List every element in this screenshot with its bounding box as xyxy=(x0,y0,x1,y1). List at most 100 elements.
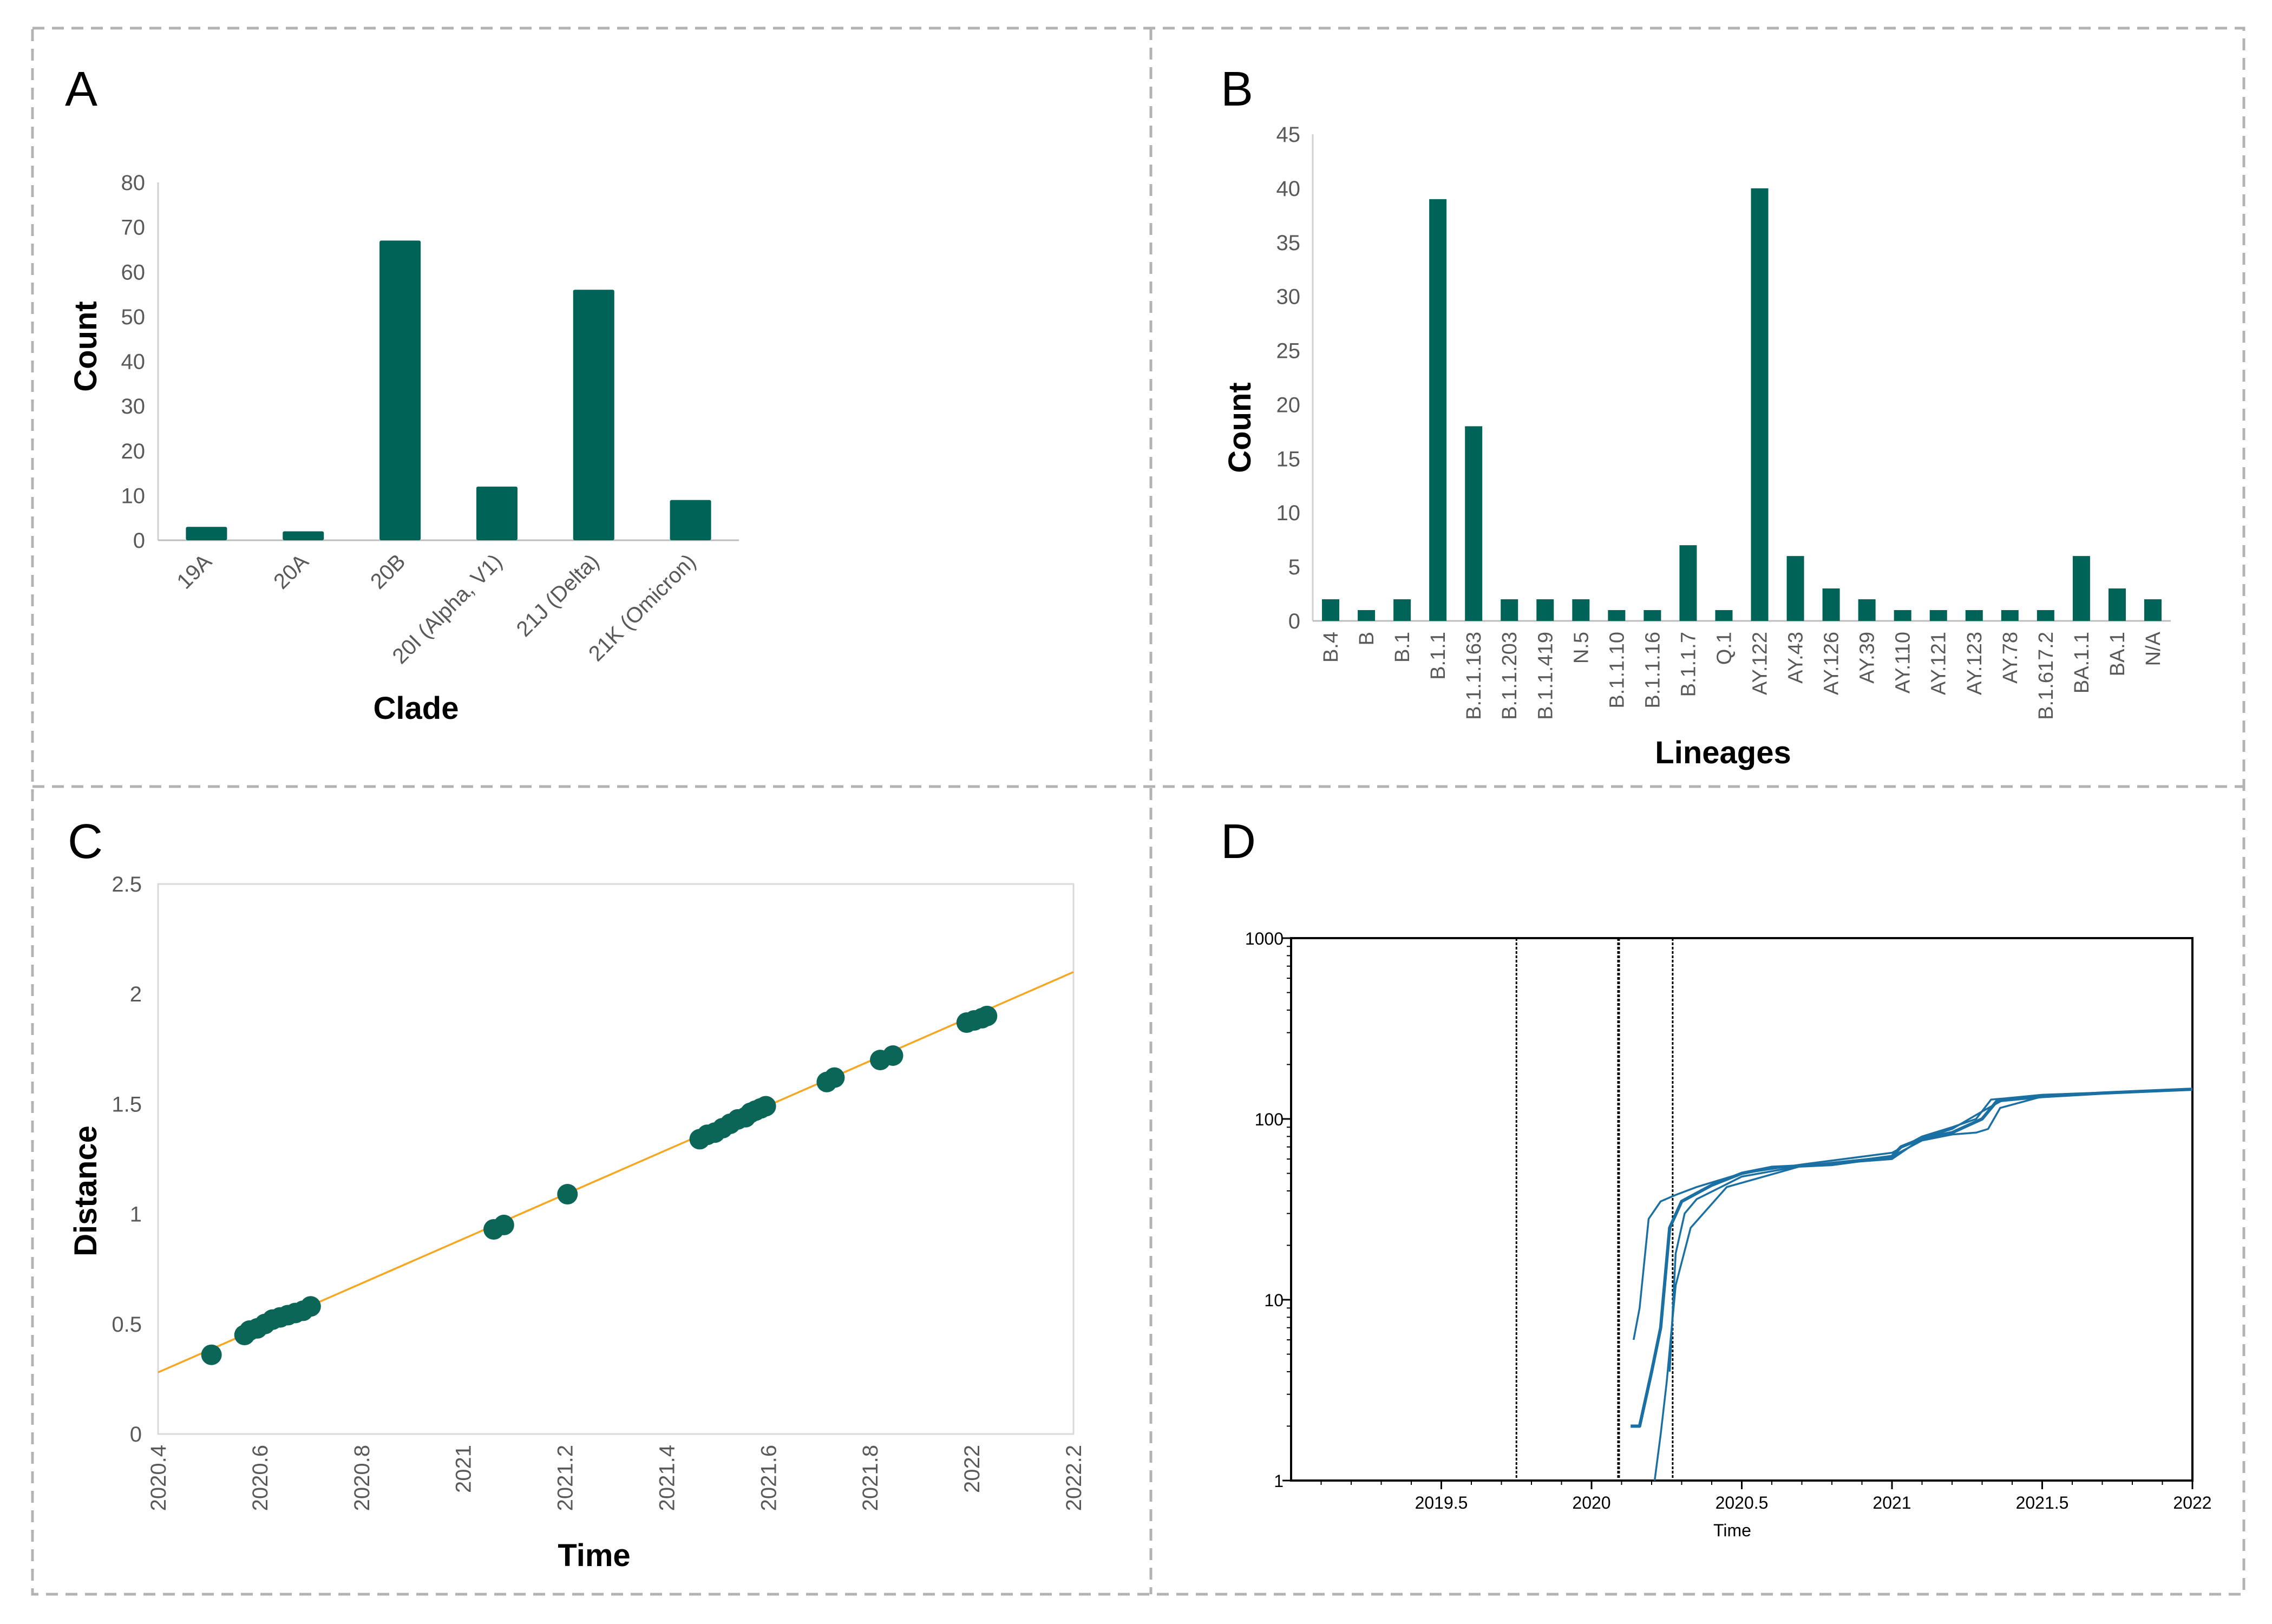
data-point xyxy=(882,1045,903,1066)
bar-b-1-617-2 xyxy=(2037,610,2054,621)
y-tick-label: 45 xyxy=(1276,123,1301,147)
x-tick-label: AY.78 xyxy=(1999,632,2022,684)
y-tick-label: 70 xyxy=(121,216,146,240)
y-tick-label: 1 xyxy=(130,1203,142,1227)
data-point xyxy=(493,1214,514,1235)
x-tick-label: B xyxy=(1356,632,1378,645)
plot-frame xyxy=(157,883,1075,1435)
x-tick-label: 2020.6 xyxy=(248,1445,272,1511)
x-tick-label: BA.1.1 xyxy=(2071,632,2093,693)
y-tick-label: 30 xyxy=(1276,285,1301,309)
x-tick-label: B.4 xyxy=(1320,632,1343,663)
x-tick-label: AY.123 xyxy=(1963,632,1986,695)
bar-q-1 xyxy=(1715,610,1733,621)
bar-n-a xyxy=(2144,599,2162,621)
y-tick-label: 20 xyxy=(121,440,146,463)
y-tick-label: 0 xyxy=(1288,610,1300,633)
x-axis-title: Time xyxy=(558,1538,630,1573)
x-tick-label: AY.39 xyxy=(1856,632,1879,684)
x-tick-label: 2020.4 xyxy=(147,1445,171,1511)
x-tick-label: Q.1 xyxy=(1713,632,1736,665)
y-tick-label: 50 xyxy=(121,305,146,329)
x-tick-label: B.1.1.10 xyxy=(1606,632,1628,709)
x-tick-label: B.1.1.163 xyxy=(1463,632,1485,720)
y-tick-label: 80 xyxy=(121,171,146,195)
y-tick-label: 10 xyxy=(121,484,146,508)
series-line-main xyxy=(1631,1088,2192,1428)
x-tick-label: 2021 xyxy=(452,1445,476,1493)
x-axis-title: Lineages xyxy=(1655,735,1791,770)
y-tick-label: 10 xyxy=(1276,501,1301,525)
y-tick-label: 1000 xyxy=(1245,929,1284,948)
x-tick-label: 2021.5 xyxy=(2016,1493,2069,1512)
panel-frames xyxy=(31,27,2245,1596)
series-line-mid xyxy=(1653,1088,2192,1481)
bar-b-1-1-16 xyxy=(1644,610,1661,621)
x-tick-label: 21J (Delta) xyxy=(512,549,604,641)
x-tick-label: B.1.1.419 xyxy=(1534,632,1557,720)
x-tick-label: 2021.2 xyxy=(554,1445,578,1511)
data-point xyxy=(201,1344,222,1365)
x-tick-label: N/A xyxy=(2142,631,2165,666)
bar-b-1-1-10 xyxy=(1608,610,1626,621)
y-tick-label: 1.5 xyxy=(112,1092,142,1116)
bar-ay-126 xyxy=(1822,588,1840,621)
figure-border xyxy=(31,27,2245,1596)
panel-letter-d: D xyxy=(1221,815,1256,869)
x-tick-label: 20A xyxy=(269,549,313,594)
y-tick-label: 60 xyxy=(121,260,146,284)
data-point xyxy=(977,1005,998,1026)
x-axis-title: Clade xyxy=(374,691,459,726)
bar-b xyxy=(1358,610,1376,621)
y-tick-label: 100 xyxy=(1255,1110,1284,1129)
x-tick-label: 2022 xyxy=(2173,1493,2211,1512)
bar-20i-alpha-v1 xyxy=(476,486,518,540)
y-tick-label: 1 xyxy=(1274,1471,1284,1491)
bar-ay-110 xyxy=(1894,610,1911,621)
data-point xyxy=(300,1296,321,1317)
x-tick-label: AY.122 xyxy=(1749,632,1772,695)
bar-19a xyxy=(186,527,227,540)
y-axis-title: Count xyxy=(1222,382,1258,473)
y-tick-label: 15 xyxy=(1276,447,1301,471)
x-axis-title: Time xyxy=(1713,1521,1751,1540)
x-tick-label: B.1.1.16 xyxy=(1641,632,1664,709)
y-axis-title: Count xyxy=(68,301,103,392)
x-tick-label: AY.43 xyxy=(1785,632,1808,684)
y-tick-label: 0.5 xyxy=(112,1313,142,1337)
y-tick-label: 40 xyxy=(1276,177,1301,201)
y-tick-label: 0 xyxy=(133,529,145,553)
x-tick-label: 2021.4 xyxy=(655,1445,679,1511)
y-tick-label: 0 xyxy=(130,1423,142,1446)
data-point xyxy=(557,1184,578,1205)
x-tick-label: 2022 xyxy=(960,1445,984,1493)
bar-b-1-1-163 xyxy=(1465,426,1483,621)
bar-21k-omicron xyxy=(670,500,711,540)
bar-ay-121 xyxy=(1929,610,1947,621)
x-tick-label: B.1 xyxy=(1391,632,1414,663)
bar-ay-122 xyxy=(1751,188,1769,621)
y-tick-label: 10 xyxy=(1264,1291,1284,1310)
y-tick-label: 2.5 xyxy=(112,873,142,896)
x-tick-label: 2021.8 xyxy=(859,1445,882,1511)
plot-frame xyxy=(1290,937,2194,1482)
y-tick-label: 35 xyxy=(1276,231,1301,255)
series-group xyxy=(1631,1088,2192,1481)
x-tick-label: B.1.1 xyxy=(1427,632,1450,680)
data-point xyxy=(755,1096,776,1117)
x-tick-label: BA.1 xyxy=(2106,632,2129,676)
x-tick-label: 2019.5 xyxy=(1415,1493,1468,1512)
x-tick-label: B.1.1.7 xyxy=(1677,632,1700,697)
data-point xyxy=(824,1067,845,1088)
x-tick-label: AY.121 xyxy=(1928,632,1950,695)
bar-n-5 xyxy=(1572,599,1590,621)
panel-letter-b: B xyxy=(1221,62,1253,116)
y-tick-label: 2 xyxy=(130,983,142,1006)
bar-ay-123 xyxy=(1965,610,1983,621)
x-tick-label: 19A xyxy=(172,549,217,594)
y-tick-label: 40 xyxy=(121,350,146,374)
x-tick-label: AY.110 xyxy=(1892,632,1915,693)
y-axis-title: Distance xyxy=(68,1125,103,1256)
